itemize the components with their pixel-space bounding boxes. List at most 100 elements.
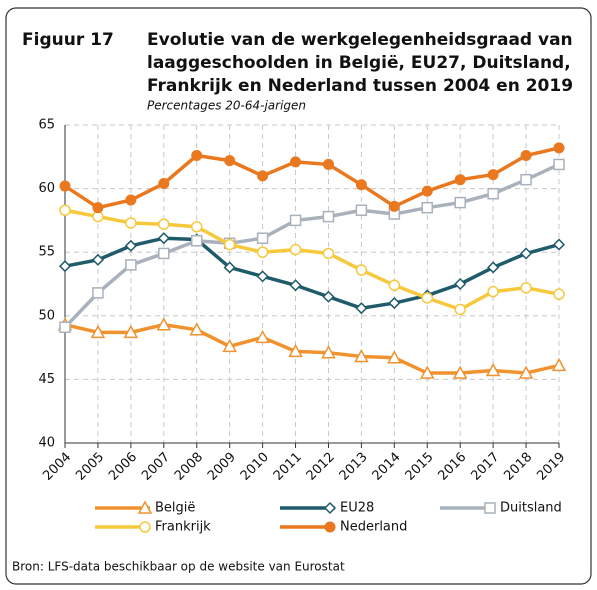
legend-label: België [155, 501, 195, 516]
marker [551, 357, 567, 372]
marker [59, 180, 71, 192]
marker [289, 243, 302, 256]
marker [90, 324, 106, 339]
series-line [63, 162, 560, 329]
marker [355, 179, 367, 191]
marker [454, 196, 466, 209]
x-tick-label: 2011 [271, 450, 305, 484]
chart-title: laaggeschoolden in België, EU27, Duitsla… [147, 53, 571, 73]
legend-label: Nederland [340, 520, 407, 535]
marker [487, 285, 499, 298]
marker [520, 282, 532, 294]
marker [91, 253, 104, 266]
legend-label: EU28 [340, 501, 374, 516]
series-line [64, 208, 560, 312]
chart-title: Frankrijk en Nederland tussen 2004 en 20… [147, 76, 573, 96]
marker [518, 365, 534, 379]
marker [421, 292, 434, 304]
x-tick-label: 2008 [172, 450, 206, 484]
marker [484, 502, 496, 514]
marker [322, 158, 334, 170]
x-tick-label: 2010 [238, 450, 272, 484]
marker [487, 261, 500, 274]
marker [387, 350, 402, 364]
marker [156, 317, 172, 331]
x-tick-label: 2015 [403, 450, 437, 484]
marker [454, 277, 467, 291]
series-line [64, 236, 560, 310]
marker [421, 201, 434, 214]
marker [257, 170, 269, 182]
marker [125, 259, 137, 271]
chart-title: Evolutie van de werkgelegenheidsgraad va… [147, 30, 573, 50]
marker [322, 210, 335, 223]
series-line [64, 146, 560, 210]
x-tick-label: 2006 [106, 450, 140, 484]
marker [552, 238, 566, 251]
frame [5, 7, 592, 585]
marker [487, 169, 499, 181]
marker [139, 521, 151, 533]
marker [255, 329, 270, 344]
marker [520, 150, 532, 162]
marker [290, 156, 302, 168]
marker [289, 279, 302, 292]
y-tick-label: 40 [38, 436, 55, 451]
marker [92, 202, 104, 214]
y-tick-label: 55 [38, 245, 55, 260]
figure-label: Figuur 17 [22, 30, 114, 50]
marker [123, 324, 139, 339]
x-tick-label: 2013 [337, 450, 371, 484]
marker [190, 235, 203, 247]
marker [355, 264, 368, 276]
marker [487, 187, 499, 200]
marker [454, 174, 466, 186]
x-tick-label: 2019 [534, 450, 568, 484]
marker [158, 218, 170, 230]
marker [222, 338, 237, 353]
marker [388, 297, 401, 310]
marker [421, 185, 433, 197]
marker [520, 247, 533, 260]
marker [137, 500, 153, 514]
marker [256, 246, 269, 258]
marker [388, 200, 400, 212]
marker [485, 362, 501, 377]
marker [157, 232, 170, 245]
marker [191, 150, 203, 162]
marker [190, 221, 203, 233]
marker [553, 288, 565, 300]
x-tick-label: 2012 [304, 450, 338, 484]
x-tick-label: 2007 [139, 450, 173, 484]
marker [158, 247, 170, 260]
x-tick-label: 2018 [501, 450, 535, 484]
marker [355, 302, 368, 315]
marker [223, 261, 236, 274]
marker [452, 365, 468, 379]
legend-label: Duitsland [500, 501, 562, 516]
marker [355, 204, 368, 216]
marker [59, 204, 71, 216]
marker [59, 321, 71, 333]
marker [189, 322, 204, 336]
marker [92, 287, 104, 299]
marker [321, 345, 336, 359]
marker [354, 348, 369, 363]
y-tick-label: 50 [38, 308, 55, 323]
legend-label: Frankrijk [155, 520, 211, 535]
marker [288, 343, 303, 358]
y-tick-label: 45 [38, 372, 55, 387]
marker [256, 232, 269, 244]
y-tick-label: 60 [38, 181, 55, 196]
x-tick-label: 2005 [73, 450, 107, 484]
marker [324, 521, 336, 533]
marker [553, 158, 565, 171]
marker [125, 217, 137, 229]
marker [420, 365, 435, 379]
marker [58, 260, 72, 273]
marker [520, 173, 532, 186]
subtitle: Percentages 20-64-jarigen [147, 99, 306, 113]
x-tick-label: 2014 [370, 450, 404, 484]
x-tick-label: 2016 [435, 450, 469, 484]
